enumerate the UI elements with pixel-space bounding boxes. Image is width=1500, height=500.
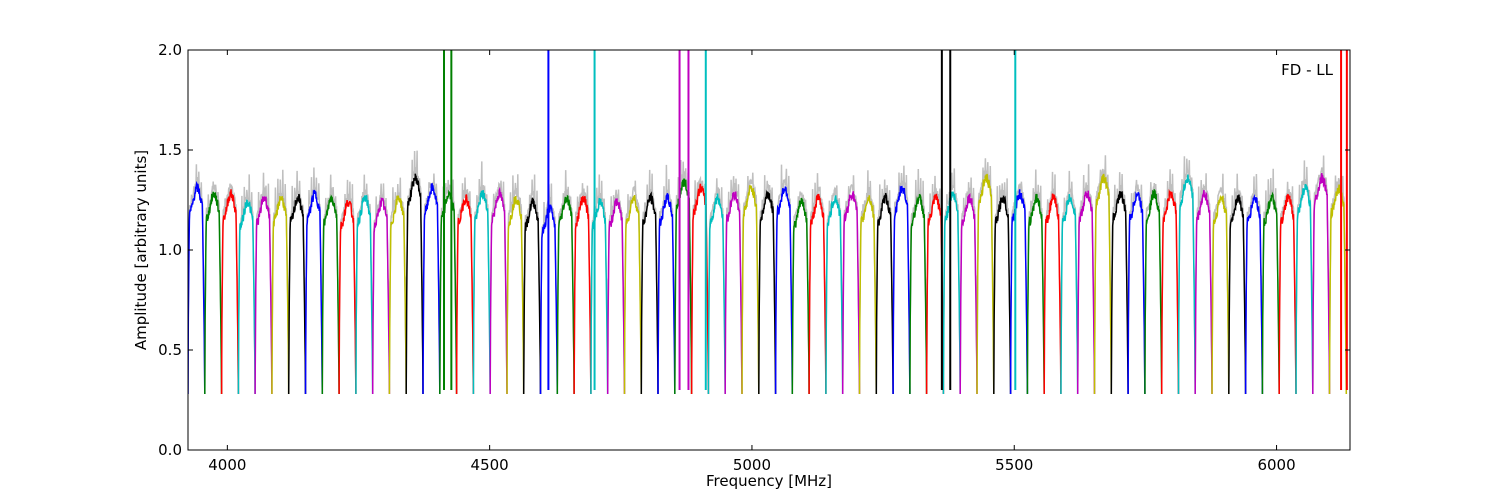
- channel-trace-35: [774, 185, 794, 395]
- channel-trace-10: [355, 195, 374, 395]
- channel-trace-32: [724, 191, 743, 395]
- y-tick-label: 1.0: [158, 241, 182, 259]
- channel-trace-67: [1312, 173, 1331, 395]
- background-trace: [188, 150, 1348, 395]
- channel-trace-56: [1127, 191, 1146, 395]
- channel-trace-62: [1228, 194, 1247, 395]
- channel-trace-45: [942, 191, 961, 395]
- plot-background: [188, 50, 1350, 450]
- channel-trace-47: [976, 173, 995, 395]
- channel-trace-27: [640, 191, 659, 395]
- channel-trace-41: [875, 192, 894, 395]
- y-tick-label: 0.0: [158, 441, 182, 459]
- channel-trace-42: [892, 185, 911, 395]
- channel-trace-2: [220, 189, 240, 395]
- channel-trace-55: [1110, 190, 1129, 395]
- channel-trace-19: [506, 195, 525, 395]
- channel-trace-60: [1194, 189, 1213, 395]
- y-axis-label: Amplitude [arbitrary units]: [132, 150, 150, 350]
- channel-trace-23: [573, 195, 592, 395]
- channel-trace-9: [338, 199, 357, 395]
- channel-trace-31: [707, 193, 726, 395]
- y-tick-label: 0.5: [158, 341, 182, 359]
- channel-trace-57: [1144, 189, 1163, 395]
- channel-trace-17: [472, 190, 491, 395]
- channel-trace-18: [489, 186, 508, 395]
- x-axis-label: Frequency [MHz]: [706, 472, 832, 490]
- channel-trace-65: [1278, 193, 1297, 395]
- channel-trace-14: [422, 183, 441, 395]
- channel-trace-44: [925, 193, 945, 395]
- spike-group: [443, 50, 1348, 390]
- channel-trace-36: [791, 197, 810, 395]
- x-tick-label: 5500: [995, 456, 1033, 474]
- channel-trace-12: [388, 195, 407, 395]
- x-axis-ticks: 4000 4500 5000 5500 6000: [208, 50, 1296, 474]
- channel-trace-0: [188, 180, 206, 395]
- channel-series-group: [188, 173, 1348, 395]
- y-tick-label: 2.0: [158, 41, 182, 59]
- background-series: [188, 150, 1348, 395]
- channel-trace-11: [371, 197, 391, 395]
- channel-trace-43: [909, 193, 928, 395]
- channel-trace-58: [1160, 188, 1180, 395]
- channel-trace-3: [237, 199, 256, 395]
- channel-trace-4: [254, 195, 273, 395]
- channel-trace-50: [1026, 193, 1045, 395]
- channel-trace-26: [623, 194, 643, 395]
- x-tick-label: 5000: [733, 456, 771, 474]
- channel-trace-52: [1060, 194, 1079, 395]
- channel-trace-40: [858, 195, 878, 395]
- plot-annotation: FD - LL: [1281, 61, 1333, 79]
- channel-trace-33: [741, 184, 760, 395]
- channel-trace-53: [1076, 190, 1096, 395]
- channel-trace-25: [606, 197, 626, 395]
- channel-trace-49: [1009, 189, 1029, 395]
- channel-trace-16: [455, 194, 475, 395]
- channel-trace-61: [1211, 194, 1230, 395]
- channel-trace-22: [556, 194, 575, 395]
- channel-trace-63: [1244, 194, 1264, 395]
- channel-trace-8: [321, 194, 340, 395]
- channel-trace-7: [304, 189, 324, 395]
- channel-trace-15: [439, 189, 458, 395]
- channel-trace-37: [808, 193, 827, 395]
- channel-trace-38: [825, 195, 844, 395]
- channel-trace-46: [959, 192, 978, 395]
- channel-trace-20: [522, 197, 542, 395]
- channel-trace-64: [1261, 191, 1280, 395]
- y-axis-ticks: 0.0 0.5 1.0 1.5 2.0: [158, 41, 1350, 459]
- channel-trace-54: [1093, 173, 1113, 395]
- y-tick-label: 1.5: [158, 141, 182, 159]
- x-tick-label: 4000: [208, 456, 246, 474]
- channel-trace-68: [1328, 184, 1348, 395]
- channel-trace-28: [657, 193, 676, 395]
- channel-trace-66: [1295, 184, 1314, 395]
- channel-trace-6: [287, 193, 307, 395]
- channel-trace-39: [841, 191, 861, 395]
- channel-trace-48: [993, 195, 1012, 395]
- channel-trace-34: [758, 189, 777, 395]
- channel-trace-13: [405, 173, 424, 395]
- channel-trace-51: [1043, 193, 1062, 395]
- channel-trace-59: [1177, 174, 1196, 395]
- channel-trace-1: [204, 191, 223, 395]
- x-tick-label: 4500: [471, 456, 509, 474]
- x-tick-label: 6000: [1257, 456, 1295, 474]
- channel-trace-5: [271, 195, 290, 395]
